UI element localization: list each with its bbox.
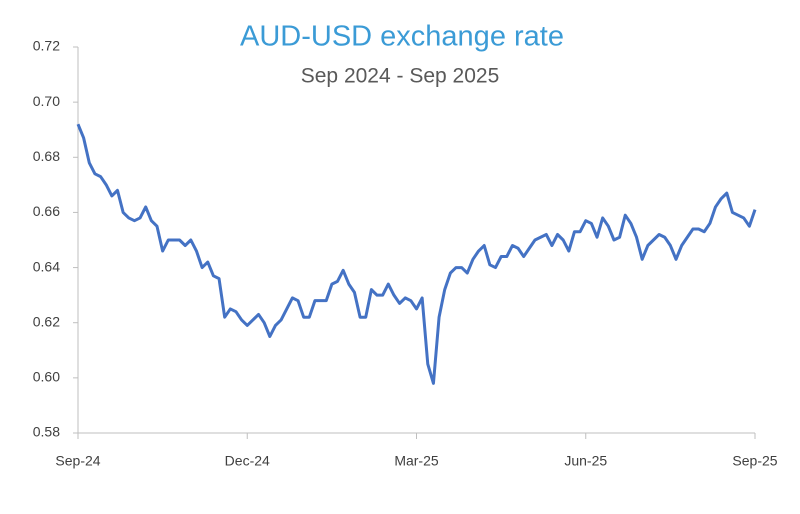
x-tick-label: Jun-25 [564, 453, 607, 469]
chart-subtitle: Sep 2024 - Sep 2025 [301, 65, 500, 88]
chart-title: AUD-USD exchange rate [240, 21, 564, 53]
y-tick-label: 0.66 [33, 203, 60, 219]
x-tick-label: Mar-25 [394, 453, 439, 469]
y-tick-label: 0.58 [33, 424, 60, 440]
y-tick-label: 0.68 [33, 148, 60, 164]
y-tick-label: 0.62 [33, 313, 60, 329]
x-tick-label: Dec-24 [225, 453, 270, 469]
data-line [76, 123, 757, 385]
y-tick-label: 0.64 [33, 258, 60, 274]
x-tick-label: Sep-25 [732, 453, 777, 469]
y-tick-label: 0.72 [33, 38, 60, 54]
x-tick-label: Sep-24 [55, 453, 100, 469]
y-tick-label: 0.70 [33, 93, 60, 109]
y-tick-label: 0.60 [33, 369, 60, 385]
